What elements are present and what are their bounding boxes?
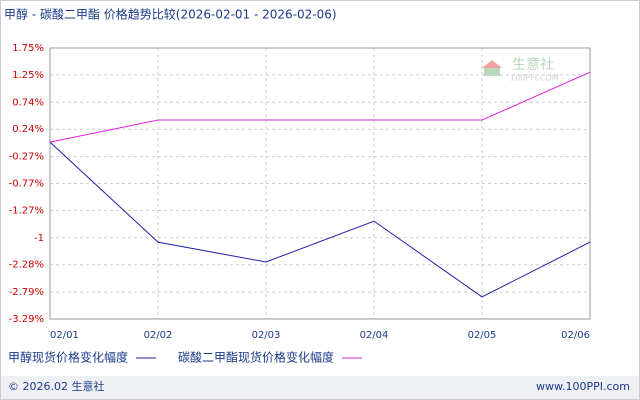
chart-title: 甲醇 - 碳酸二甲酯 价格趋势比较(2026-02-01 - 2026-02-0… [4, 7, 337, 22]
y-tick-label: 1.75% [12, 43, 44, 54]
watermark-sub: 100PPI.COM [510, 74, 559, 83]
y-tick-label: -1.27% [9, 205, 44, 216]
footer-left: © 2026.02 生意社 [8, 379, 104, 393]
watermark-icon [484, 68, 500, 76]
x-tick-label: 02/03 [252, 330, 281, 341]
y-tick-label: -3.29% [9, 314, 44, 325]
y-tick-label: -2.79% [9, 287, 44, 298]
footer-right: www.100PPI.com [536, 380, 630, 393]
x-tick-label: 02/04 [360, 330, 389, 341]
footer-bar [1, 376, 639, 399]
x-tick-label: 02/06 [561, 330, 590, 341]
y-tick-label: -0.77% [9, 179, 44, 190]
y-tick-label: -1 [34, 233, 44, 244]
watermark: 生意社 100PPI.COM [482, 56, 559, 83]
x-tick-label: 02/01 [50, 330, 79, 341]
series-line [49, 71, 591, 143]
series-line [49, 141, 591, 298]
watermark-icon [482, 60, 502, 68]
y-tick-label: 0.74% [12, 97, 44, 108]
watermark-text: 生意社 [512, 56, 554, 73]
y-tick-label: 0.24% [12, 124, 44, 135]
y-tick-label: 1.25% [12, 70, 44, 81]
x-tick-label: 02/02 [144, 330, 173, 341]
legend-label: 碳酸二甲酯现货价格变化幅度 [178, 350, 334, 365]
y-tick-label: -2.28% [9, 260, 44, 271]
x-tick-label: 02/05 [468, 330, 497, 341]
plot-border [49, 47, 591, 320]
y-tick-label: -0.27% [9, 152, 44, 163]
legend-label: 甲醇现货价格变化幅度 [8, 350, 128, 365]
